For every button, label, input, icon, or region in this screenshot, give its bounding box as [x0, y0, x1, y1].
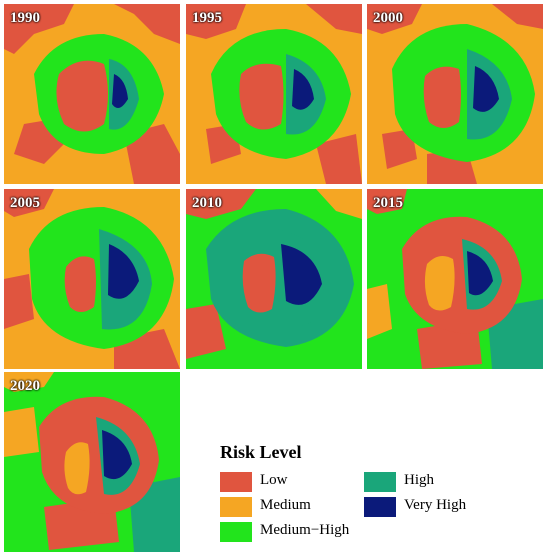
legend-label: Medium: [260, 497, 311, 513]
map-panel-2015: 2015: [367, 189, 543, 369]
legend-swatch: [364, 497, 396, 517]
year-label: 1995: [192, 10, 222, 26]
legend-swatch: [220, 472, 252, 492]
legend-label: Medium−High: [260, 522, 350, 538]
year-label: 2005: [10, 195, 40, 211]
risk-map-2005: [4, 189, 180, 369]
map-panel-2000: 2000: [367, 4, 543, 184]
map-panel-1995: 1995: [186, 4, 362, 184]
risk-map-2020: [4, 372, 180, 552]
year-label: 2010: [192, 195, 222, 211]
year-label: 2015: [373, 195, 403, 211]
legend-label: High: [404, 472, 434, 488]
legend-swatch: [220, 497, 252, 517]
map-panel-2020: 2020: [4, 372, 180, 552]
year-label: 1990: [10, 10, 40, 26]
risk-map-1995: [186, 4, 362, 184]
year-label: 2020: [10, 378, 40, 394]
legend-label: Very High: [404, 497, 467, 513]
risk-map-2010: [186, 189, 362, 369]
risk-map-2015: [367, 189, 543, 369]
map-panel-2010: 2010: [186, 189, 362, 369]
map-panel-2005: 2005: [4, 189, 180, 369]
legend-label: Low: [260, 472, 288, 488]
legend-swatch: [220, 522, 252, 542]
year-label: 2000: [373, 10, 403, 26]
risk-map-1990: [4, 4, 180, 184]
legend: Risk Level Low Medium Medium−High High V…: [214, 442, 514, 542]
legend-title: Risk Level: [220, 442, 302, 462]
legend-swatch: [364, 472, 396, 492]
map-panel-1990: 1990: [4, 4, 180, 184]
risk-map-2000: [367, 4, 543, 184]
